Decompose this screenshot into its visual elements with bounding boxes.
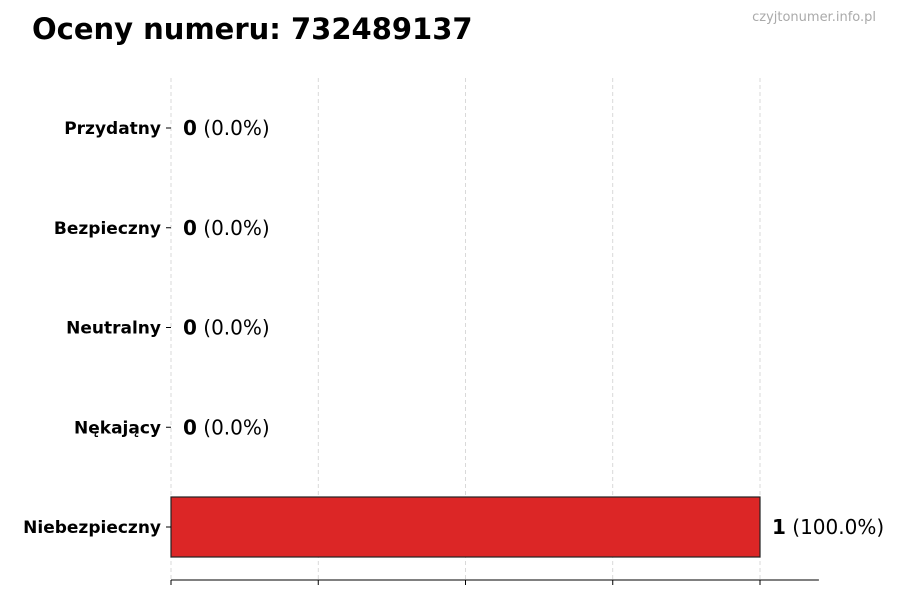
y-tick-label: Nękający: [74, 418, 161, 438]
data-label-percent: (0.0%): [197, 415, 270, 439]
data-label-value: 1: [772, 515, 786, 539]
data-label-percent: (0.0%): [197, 216, 270, 240]
bar: [170, 496, 761, 558]
data-label-percent: (0.0%): [197, 116, 270, 140]
data-label: 0 (0.0%): [183, 216, 270, 240]
data-label: 1 (100.0%): [772, 515, 884, 539]
data-label: 0 (0.0%): [183, 316, 270, 340]
data-label-percent: (0.0%): [197, 316, 270, 340]
data-label-percent: (100.0%): [786, 515, 884, 539]
data-label: 0 (0.0%): [183, 116, 270, 140]
data-label-value: 0: [183, 316, 197, 340]
y-tick-label: Bezpieczny: [54, 219, 161, 239]
y-tick-label: Neutralny: [66, 319, 161, 339]
y-tick-label: Niebezpieczny: [23, 518, 161, 538]
data-label: 0 (0.0%): [183, 415, 270, 439]
watermark: czyjtonumer.info.pl: [752, 10, 876, 25]
data-label-value: 0: [183, 216, 197, 240]
data-label-value: 0: [183, 415, 197, 439]
chart-title: Oceny numeru: 732489137: [32, 12, 473, 46]
y-tick-label: Przydatny: [64, 119, 161, 139]
data-label-value: 0: [183, 116, 197, 140]
